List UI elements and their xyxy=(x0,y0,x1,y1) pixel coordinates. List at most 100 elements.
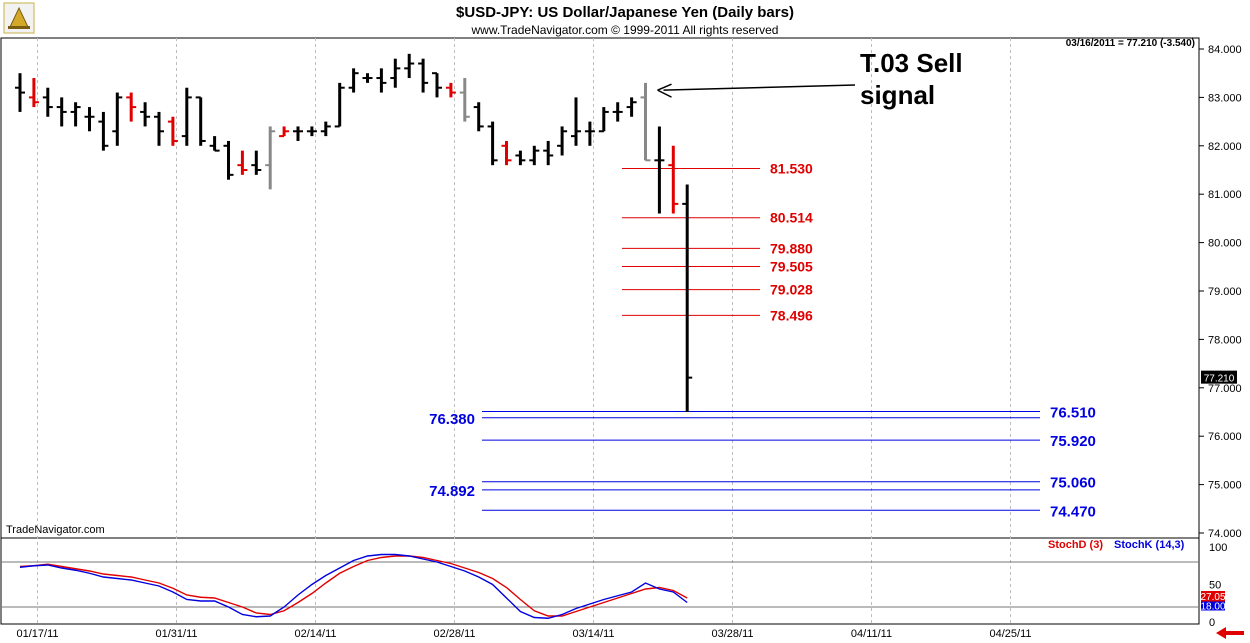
x-tick-label: 04/11/11 xyxy=(851,628,892,640)
support-level-label: 75.060 xyxy=(1050,475,1096,492)
ohlc-bar xyxy=(237,150,248,175)
ohlc-bar xyxy=(265,126,276,190)
target-level-label: 79.880 xyxy=(770,240,813,256)
support-level-label: 75.920 xyxy=(1050,433,1096,450)
indicator-tick-label: 100 xyxy=(1209,542,1227,554)
stochD-legend: StochD (3) xyxy=(1048,539,1103,551)
ohlc-bar xyxy=(418,58,429,93)
y-tick-label: 76.000 xyxy=(1208,431,1242,443)
x-tick-label: 03/28/11 xyxy=(711,628,753,640)
price-readout: 03/16/2011 = 77.210 (-3.540) xyxy=(1066,38,1195,49)
y-tick-label: 82.000 xyxy=(1208,141,1242,153)
ohlc-bar xyxy=(543,140,554,166)
watermark: TradeNavigator.com xyxy=(6,524,105,536)
target-level-label: 80.514 xyxy=(770,210,813,226)
ohlc-bar xyxy=(362,73,373,83)
sell-signal-label-line2: signal xyxy=(860,80,935,110)
ohlc-bar xyxy=(140,102,151,127)
y-tick-label: 75.000 xyxy=(1208,480,1242,492)
x-axis-ticks: 01/17/11 01/31/11 02/14/11 02/28/11 03/14/11… xyxy=(16,628,1031,640)
ohlc-bar xyxy=(42,87,53,117)
x-tick-label: 01/31/11 xyxy=(155,628,197,640)
stochD-line xyxy=(19,555,688,617)
ohlc-bar xyxy=(112,92,123,146)
ohlc-bar xyxy=(584,121,595,146)
y-tick-label: 74.000 xyxy=(1208,528,1242,540)
ohlc-bar xyxy=(70,102,81,127)
target-level-label: 81.530 xyxy=(770,161,813,177)
ohlc-bar xyxy=(404,53,415,79)
ohlc-bar xyxy=(98,111,109,151)
ohlc-bar xyxy=(154,111,164,146)
ohlc-bar xyxy=(209,136,220,152)
x-gridlines xyxy=(37,38,1011,624)
ohlc-bar xyxy=(640,82,651,162)
ohlc-bar xyxy=(279,126,290,138)
x-tick-label: 01/17/11 xyxy=(16,628,58,640)
ohlc-bar xyxy=(126,92,137,122)
y-tick-label: 81.000 xyxy=(1208,189,1242,201)
target-level-label: 79.505 xyxy=(770,259,813,275)
ohlc-bar xyxy=(598,107,609,133)
ohlc-bar xyxy=(28,78,39,108)
ohlc-bar xyxy=(626,97,637,117)
ohlc-bar xyxy=(557,126,568,156)
ohlc-bar xyxy=(251,150,262,175)
y-tick-label: 80.000 xyxy=(1208,238,1242,250)
price-panel-frame xyxy=(0,37,1200,539)
y-tick-label: 79.000 xyxy=(1208,286,1242,298)
ohlc-bar xyxy=(376,68,387,93)
last-price-marker: 77.210 xyxy=(1201,370,1237,385)
ohlc-bar xyxy=(390,58,401,88)
ohlc-bar xyxy=(223,140,234,180)
support-level-label: 74.892 xyxy=(429,483,475,500)
scroll-right-arrow-icon[interactable] xyxy=(1210,626,1246,641)
last-price-label: 77.210 xyxy=(1204,374,1235,385)
sell-signal-label-line1: T.03 Sell xyxy=(860,48,963,78)
ohlc-bar xyxy=(293,126,303,141)
ohlc-bars xyxy=(15,53,693,412)
ohlc-bar xyxy=(445,82,456,98)
ohlc-bar xyxy=(56,97,67,127)
x-tick-label: 02/28/11 xyxy=(433,628,475,640)
ohlc-bar xyxy=(84,107,95,132)
ohlc-bar xyxy=(487,121,498,166)
trade-navigator-logo-icon xyxy=(3,2,35,34)
target-level-label: 79.028 xyxy=(770,282,813,298)
ohlc-bar xyxy=(167,116,178,146)
ohlc-bar xyxy=(15,73,25,112)
chart-title: $USD-JPY: US Dollar/Japanese Yen (Daily … xyxy=(456,4,794,21)
ohlc-bar xyxy=(320,121,331,137)
ohlc-bar xyxy=(459,78,470,122)
x-tick-label: 02/14/11 xyxy=(294,628,336,640)
ohlc-bar xyxy=(473,102,484,132)
indicator-tick-label: 50 xyxy=(1209,580,1221,592)
ohlc-bar xyxy=(195,96,206,146)
ohlc-bar xyxy=(432,72,442,98)
x-tick-label: 04/25/11 xyxy=(989,628,1031,640)
y-tick-label: 83.000 xyxy=(1208,92,1242,104)
ohlc-bar xyxy=(668,145,679,214)
chart-subtitle: www.TradeNavigator.com © 1999-2011 All r… xyxy=(471,23,779,37)
ohlc-bar xyxy=(571,97,581,146)
ohlc-bar xyxy=(612,102,623,122)
y-tick-label: 77.000 xyxy=(1208,383,1242,395)
sell-signal-arrow xyxy=(657,83,856,98)
ohlc-bar xyxy=(515,150,526,166)
stochK-last-value: 18.00 xyxy=(1200,602,1225,613)
support-level-label: 76.380 xyxy=(429,411,475,428)
ohlc-bar xyxy=(181,87,192,146)
ohlc-bar xyxy=(501,140,512,166)
indicator-tick-label: 0 xyxy=(1209,617,1215,629)
stochK-legend: StochK (14,3) xyxy=(1114,539,1185,551)
indicator-panel-frame xyxy=(0,537,1200,625)
stochK-line xyxy=(19,553,688,619)
support-level-label: 74.470 xyxy=(1050,503,1096,520)
support-level-label: 76.510 xyxy=(1050,405,1096,422)
x-tick-label: 03/14/11 xyxy=(572,628,614,640)
ohlc-bar xyxy=(654,126,665,214)
ohlc-bar xyxy=(682,184,693,412)
fibonacci-target-levels: 81.530 80.514 79.880 79.505 79.028 78.496 76.5… xyxy=(429,161,1096,521)
target-level-label: 78.496 xyxy=(770,307,813,323)
